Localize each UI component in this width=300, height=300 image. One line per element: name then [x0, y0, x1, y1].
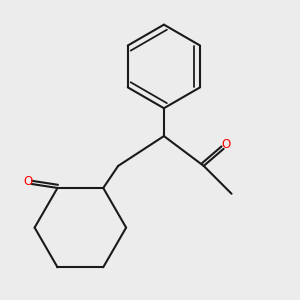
Text: O: O — [23, 176, 32, 188]
Text: O: O — [221, 137, 230, 151]
